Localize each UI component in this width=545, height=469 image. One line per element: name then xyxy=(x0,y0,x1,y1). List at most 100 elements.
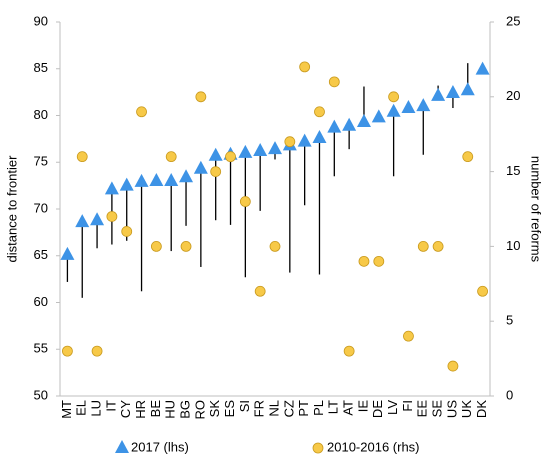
circle-point xyxy=(239,196,251,207)
circle-point xyxy=(76,151,88,163)
y-tick-label: 65 xyxy=(34,247,48,262)
x-tick-label: CY xyxy=(118,400,133,418)
circle-point xyxy=(210,166,222,178)
triangle-point xyxy=(208,147,223,161)
x-tick-label: FI xyxy=(400,400,415,412)
triangle-point xyxy=(445,85,460,99)
legend-label: 2010-2016 (rhs) xyxy=(327,439,420,454)
circle-point xyxy=(328,76,340,88)
x-tick-label: US xyxy=(444,400,459,418)
y2-tick-label: 20 xyxy=(506,88,520,103)
x-tick-label: HR xyxy=(133,400,148,419)
circle-point xyxy=(91,345,103,357)
triangle-point xyxy=(386,103,401,117)
triangle-point xyxy=(475,61,490,75)
triangle-point xyxy=(327,119,342,133)
circle-point xyxy=(417,240,429,252)
legend-marker xyxy=(312,442,324,454)
triangle-point xyxy=(104,181,119,195)
circle-point xyxy=(343,345,355,357)
x-tick-label: CZ xyxy=(281,400,296,417)
triangle-point xyxy=(90,212,105,226)
triangle-point xyxy=(60,246,75,260)
triangle-point xyxy=(75,214,90,228)
x-tick-label: BE xyxy=(148,400,163,418)
legend-marker xyxy=(115,440,129,453)
triangle-point xyxy=(416,98,431,112)
triangle-point xyxy=(401,100,416,114)
circle-point xyxy=(447,360,459,372)
x-tick-label: LV xyxy=(385,400,400,415)
circle-point xyxy=(299,61,311,73)
y-tick-label: 55 xyxy=(34,341,48,356)
circle-point xyxy=(314,106,325,118)
x-tick-label: FR xyxy=(252,400,267,417)
circle-point xyxy=(121,226,133,237)
x-tick-label: PT xyxy=(296,400,311,417)
circle-point xyxy=(180,240,192,252)
triangle-point xyxy=(238,144,253,158)
x-tick-label: SI xyxy=(237,400,252,412)
y-axis-title: distance to frontier xyxy=(4,155,19,263)
x-tick-label: UK xyxy=(459,400,474,418)
triangle-point xyxy=(431,87,446,101)
x-tick-label: ES xyxy=(222,400,237,418)
triangle-point xyxy=(460,82,475,96)
triangle-point xyxy=(164,172,179,186)
triangle-point xyxy=(253,143,268,157)
circle-point xyxy=(432,240,444,252)
circle-point xyxy=(106,211,118,222)
circle-point xyxy=(403,330,414,342)
y2-tick-label: 10 xyxy=(506,238,520,253)
x-tick-label: NL xyxy=(266,400,281,417)
x-tick-label: EL xyxy=(74,400,89,416)
legend-label: 2017 (lhs) xyxy=(131,439,189,454)
circle-point xyxy=(254,285,266,297)
circle-point xyxy=(388,91,400,103)
circle-point xyxy=(358,255,370,267)
x-tick-label: AT xyxy=(341,400,356,416)
x-tick-label: SE xyxy=(430,400,445,418)
y-tick-label: 70 xyxy=(34,200,48,215)
x-tick-label: PL xyxy=(311,400,326,416)
circle-point xyxy=(136,106,147,118)
y2-tick-label: 25 xyxy=(506,13,520,28)
triangle-point xyxy=(297,133,312,147)
x-tick-label: RO xyxy=(192,400,207,420)
y-tick-label: 50 xyxy=(34,387,48,402)
y-tick-label: 60 xyxy=(34,294,48,309)
circle-point xyxy=(462,151,474,163)
triangle-point xyxy=(342,117,357,131)
triangle-point xyxy=(371,109,386,123)
x-tick-label: EE xyxy=(415,400,430,418)
x-tick-label: DE xyxy=(370,400,385,418)
x-tick-label: LT xyxy=(326,400,341,414)
x-tick-label: HU xyxy=(163,400,178,419)
circle-point xyxy=(195,91,207,103)
x-tick-label: LU xyxy=(89,400,104,417)
triangle-point xyxy=(193,160,208,174)
x-tick-label: BG xyxy=(177,400,192,419)
y2-tick-label: 15 xyxy=(506,163,520,178)
x-tick-label: IT xyxy=(103,400,118,412)
y2-tick-label: 0 xyxy=(506,387,513,402)
circle-point xyxy=(477,285,488,297)
triangle-point xyxy=(179,169,194,183)
y2-axis-title: number of reforms xyxy=(529,156,544,263)
x-tick-label: IE xyxy=(355,400,370,413)
y-tick-label: 80 xyxy=(34,107,48,122)
circle-point xyxy=(62,345,73,357)
triangle-point xyxy=(119,177,134,191)
triangle-point xyxy=(268,141,282,155)
x-tick-label: MT xyxy=(59,400,74,419)
circle-point xyxy=(150,240,162,252)
triangle-point xyxy=(312,129,327,143)
y-tick-label: 75 xyxy=(34,154,48,169)
y2-tick-label: 5 xyxy=(506,313,513,328)
y-tick-label: 90 xyxy=(34,13,48,28)
circle-point xyxy=(165,151,177,163)
circle-point xyxy=(373,255,385,267)
y-tick-label: 85 xyxy=(34,60,48,75)
x-tick-label: SK xyxy=(207,400,222,418)
